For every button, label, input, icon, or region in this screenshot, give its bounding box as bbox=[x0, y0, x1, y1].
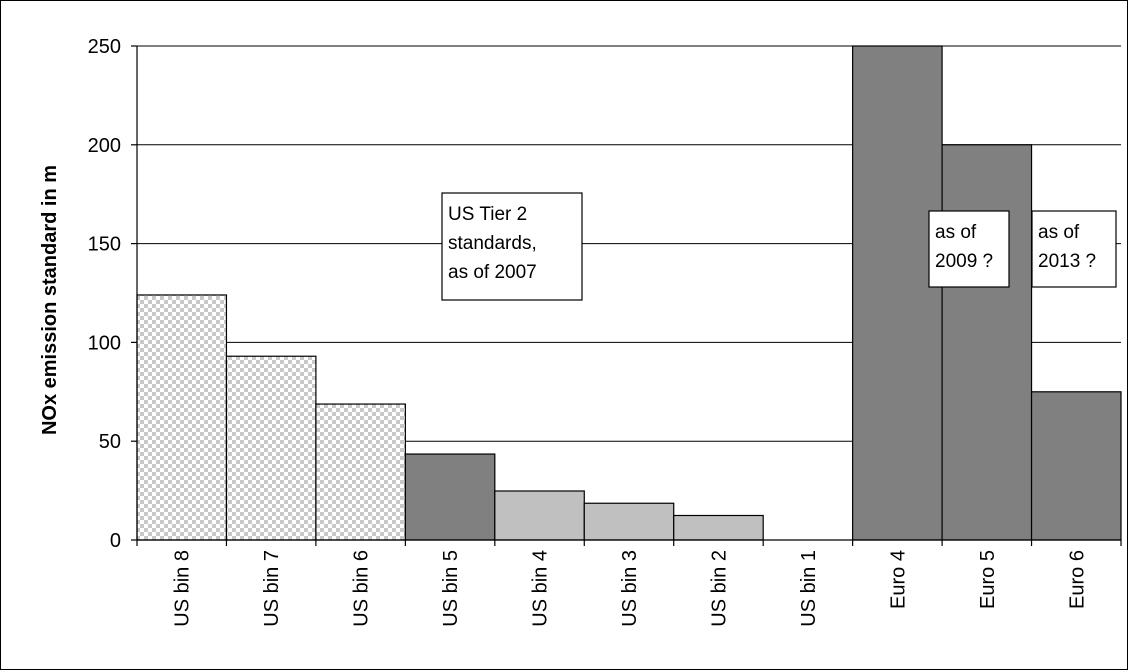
x-tick-label: US bin 2 bbox=[708, 550, 730, 627]
x-tick-label: US bin 1 bbox=[798, 550, 820, 627]
annotation-frame bbox=[441, 192, 583, 301]
x-tick-label: Euro 4 bbox=[887, 550, 909, 609]
annotation-box-1: US Tier 2 standards, as of 2007 bbox=[441, 192, 583, 301]
annotation-line: as of bbox=[1038, 222, 1080, 243]
y-tick-label: 0 bbox=[110, 530, 121, 552]
bar-euro-5 bbox=[941, 144, 1033, 541]
bar-us-bin-2 bbox=[673, 514, 764, 541]
x-tick-label: Euro 5 bbox=[977, 550, 999, 609]
y-tick-label: 200 bbox=[88, 135, 121, 157]
y-tick-label: 250 bbox=[88, 36, 121, 58]
annotation-line: as of 2007 bbox=[448, 262, 537, 283]
annotation-line: 2013 ? bbox=[1038, 251, 1096, 272]
bar-euro-6 bbox=[1030, 391, 1122, 541]
annotation-line: 2009 ? bbox=[935, 251, 993, 272]
y-tick-label: 100 bbox=[88, 332, 121, 354]
annotation-line: US Tier 2 bbox=[448, 204, 527, 225]
annotation-frame bbox=[928, 210, 1010, 288]
x-tick-labels: US bin 8 US bin 7 US bin 6 US bin 5 US bin 4… bbox=[172, 550, 1089, 627]
annotation-line: as of bbox=[935, 222, 977, 243]
bars bbox=[136, 45, 1122, 541]
annotation-line: standards, bbox=[448, 233, 537, 254]
annotation-box-3: as of 2013 ? bbox=[1031, 210, 1117, 288]
annotations: US Tier 2 standards, as of 2007 as of 2009 ?… bbox=[441, 192, 1117, 301]
bar-euro-4 bbox=[852, 45, 943, 541]
axes bbox=[131, 45, 1122, 546]
x-tick-label: US bin 6 bbox=[351, 550, 373, 627]
y-axis-label: NOx emission standard in m bbox=[39, 165, 61, 435]
x-tick-label: US bin 7 bbox=[261, 550, 283, 627]
x-tick-label: US bin 5 bbox=[440, 550, 462, 627]
x-tick-label: Euro 6 bbox=[1066, 550, 1088, 609]
bar-us-bin-3 bbox=[583, 502, 675, 541]
annotation-frame bbox=[1031, 210, 1117, 288]
x-tick-label: US bin 8 bbox=[172, 550, 194, 627]
y-tick-labels: 0 50 100 150 200 250 bbox=[88, 36, 121, 552]
bar-us-bin-8 bbox=[136, 294, 228, 541]
bar-us-bin-7 bbox=[225, 355, 317, 541]
annotation-box-2: as of 2009 ? bbox=[928, 210, 1010, 288]
y-tick-label: 50 bbox=[99, 431, 121, 453]
y-tick-label: 150 bbox=[88, 234, 121, 256]
bar-us-bin-5 bbox=[404, 453, 496, 541]
bar-us-bin-6 bbox=[315, 403, 406, 541]
x-tick-label: US bin 3 bbox=[619, 550, 641, 627]
bar-us-bin-4 bbox=[494, 490, 585, 541]
x-tick-label: US bin 4 bbox=[530, 550, 552, 627]
